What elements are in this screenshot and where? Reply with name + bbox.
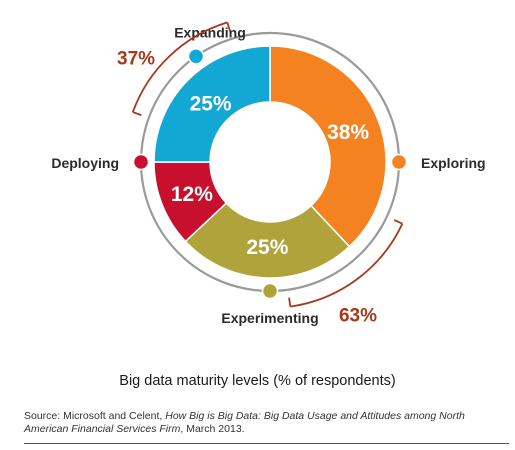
marker-deploying (132, 153, 150, 171)
marker-expanding (187, 48, 205, 65)
slice-value-expanding: 25% (190, 93, 232, 116)
slice-exploring (269, 45, 387, 248)
source-divider (24, 443, 509, 444)
slice-value-experimenting: 25% (246, 236, 288, 259)
group-bracket-tick-1-0 (132, 111, 142, 116)
group-label-1: 37% (117, 48, 155, 69)
marker-exploring (390, 153, 408, 171)
category-label-experimenting: Experimenting (221, 310, 318, 326)
donut-chart: 38% 25% 12% 25% Exploring Experimenting Deploy… (51, 21, 486, 326)
group-bracket-1 (131, 21, 228, 113)
group-bracket-tick-0-1 (288, 297, 292, 307)
category-label-exploring: Exploring (421, 155, 486, 171)
slice-value-deploying: 12% (171, 183, 213, 206)
group-bracket-tick-1-1 (226, 22, 231, 32)
source-prefix: Source: Microsoft and Celent, (24, 410, 166, 422)
slice-value-exploring: 38% (327, 121, 369, 144)
slice-expanding (153, 45, 271, 163)
group-bracket-0 (290, 223, 404, 308)
marker-experimenting (261, 282, 279, 300)
slice-experimenting (184, 202, 351, 279)
chart-caption: Big data maturity levels (% of responden… (119, 373, 396, 389)
source-suffix: , March 2013. (180, 423, 245, 435)
category-label-deploying: Deploying (51, 155, 119, 171)
category-label-expanding: Expanding (174, 24, 246, 40)
group-bracket-tick-0-0 (393, 219, 403, 225)
source-note: Source: Microsoft and Celent, How Big is… (24, 410, 509, 436)
source-title: How Big is Big Data: Big Data Usage and … (24, 410, 465, 435)
group-label-0: 63% (339, 305, 377, 326)
